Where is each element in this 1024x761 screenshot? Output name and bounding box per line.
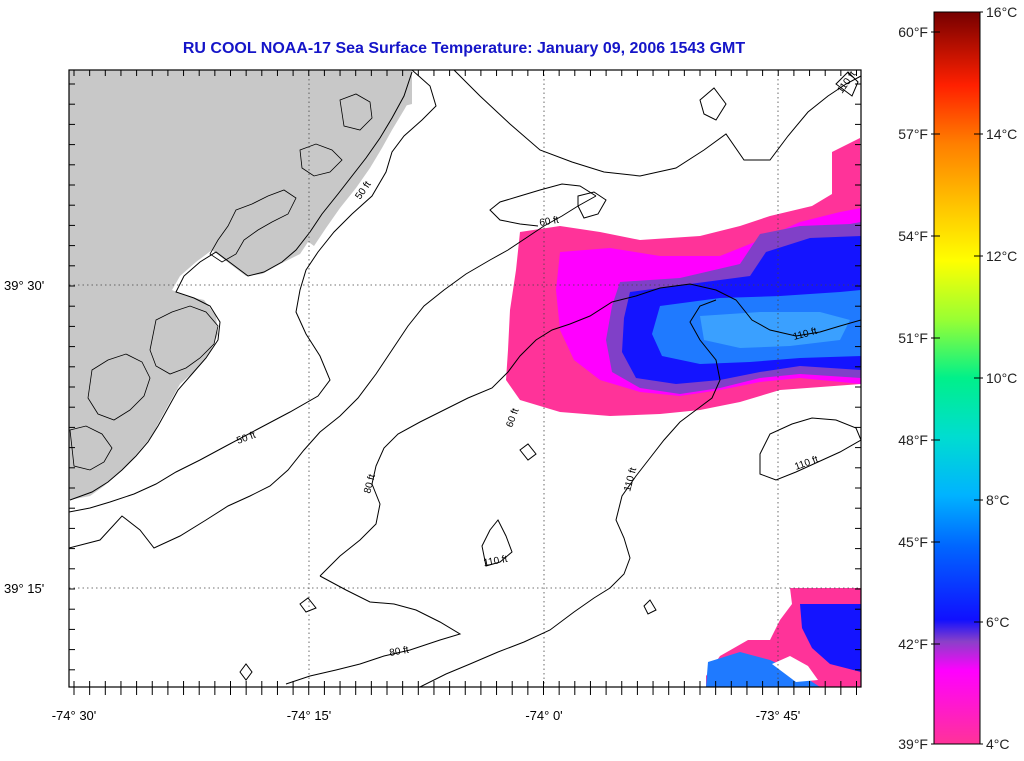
contour-label-80ft-2: 80 ft	[389, 645, 410, 659]
bay-shoreline-6	[339, 93, 373, 131]
x-axis-label-2: -74° 15'	[287, 708, 332, 723]
colorbar-c-label: 10°C	[986, 370, 1017, 386]
axis-ticks	[69, 70, 861, 695]
colorbar-f-label: 60°F	[898, 24, 928, 40]
colorbar-c-label: 8°C	[986, 492, 1010, 508]
bay-shoreline-3	[87, 353, 151, 421]
land-mass	[69, 70, 412, 500]
bay-shoreline-5	[299, 143, 343, 177]
bay-shoreline-4	[69, 425, 113, 471]
colorbar-celsius-labels: 16°C 14°C 12°C 10°C 8°C 6°C 4°C	[986, 4, 1017, 752]
contour-label-60ft-1: 60 ft	[539, 215, 560, 229]
x-axis-label-4: -73° 45'	[756, 708, 801, 723]
colorbar-f-label: 42°F	[898, 636, 928, 652]
colorbar-c-label: 14°C	[986, 126, 1017, 142]
sst-southeast-cold	[800, 604, 861, 672]
sst-center-highlight	[700, 312, 850, 348]
colorbar-c-label: 16°C	[986, 4, 1017, 20]
depth-contours	[69, 70, 861, 687]
y-axis-label-2: 39° 15'	[4, 581, 44, 596]
colorbar-f-label: 54°F	[898, 228, 928, 244]
colorbar-f-label: 51°F	[898, 330, 928, 346]
colorbar-f-label: 45°F	[898, 534, 928, 550]
contour-label-80ft-1: 80 ft	[362, 473, 378, 495]
colorbar-ticks	[931, 11, 983, 745]
colorbar-f-label: 57°F	[898, 126, 928, 142]
bay-shoreline	[209, 189, 297, 263]
colorbar-c-label: 12°C	[986, 248, 1017, 264]
colorbar-fahrenheit-labels: 60°F 57°F 54°F 51°F 48°F 45°F 42°F 39°F	[898, 24, 928, 752]
x-axis-label-3: -74° 0'	[525, 708, 562, 723]
bay-shoreline-2	[149, 305, 219, 375]
graticule	[69, 70, 861, 687]
map-title: RU COOL NOAA-17 Sea Surface Temperature:…	[183, 40, 746, 57]
colorbar	[933, 11, 981, 745]
contour-label-110ft-4: 110 ft	[483, 554, 509, 569]
colorbar-f-label: 48°F	[898, 432, 928, 448]
colorbar-c-label: 4°C	[986, 736, 1010, 752]
coastline	[69, 71, 413, 501]
y-axis-label-1: 39° 30'	[4, 278, 44, 293]
sst-southeast-white	[772, 656, 818, 682]
colorbar-f-label: 39°F	[898, 736, 928, 752]
barrier-island	[306, 70, 412, 246]
x-axis-label-1: -74° 30'	[52, 708, 97, 723]
colorbar-c-label: 6°C	[986, 614, 1010, 630]
